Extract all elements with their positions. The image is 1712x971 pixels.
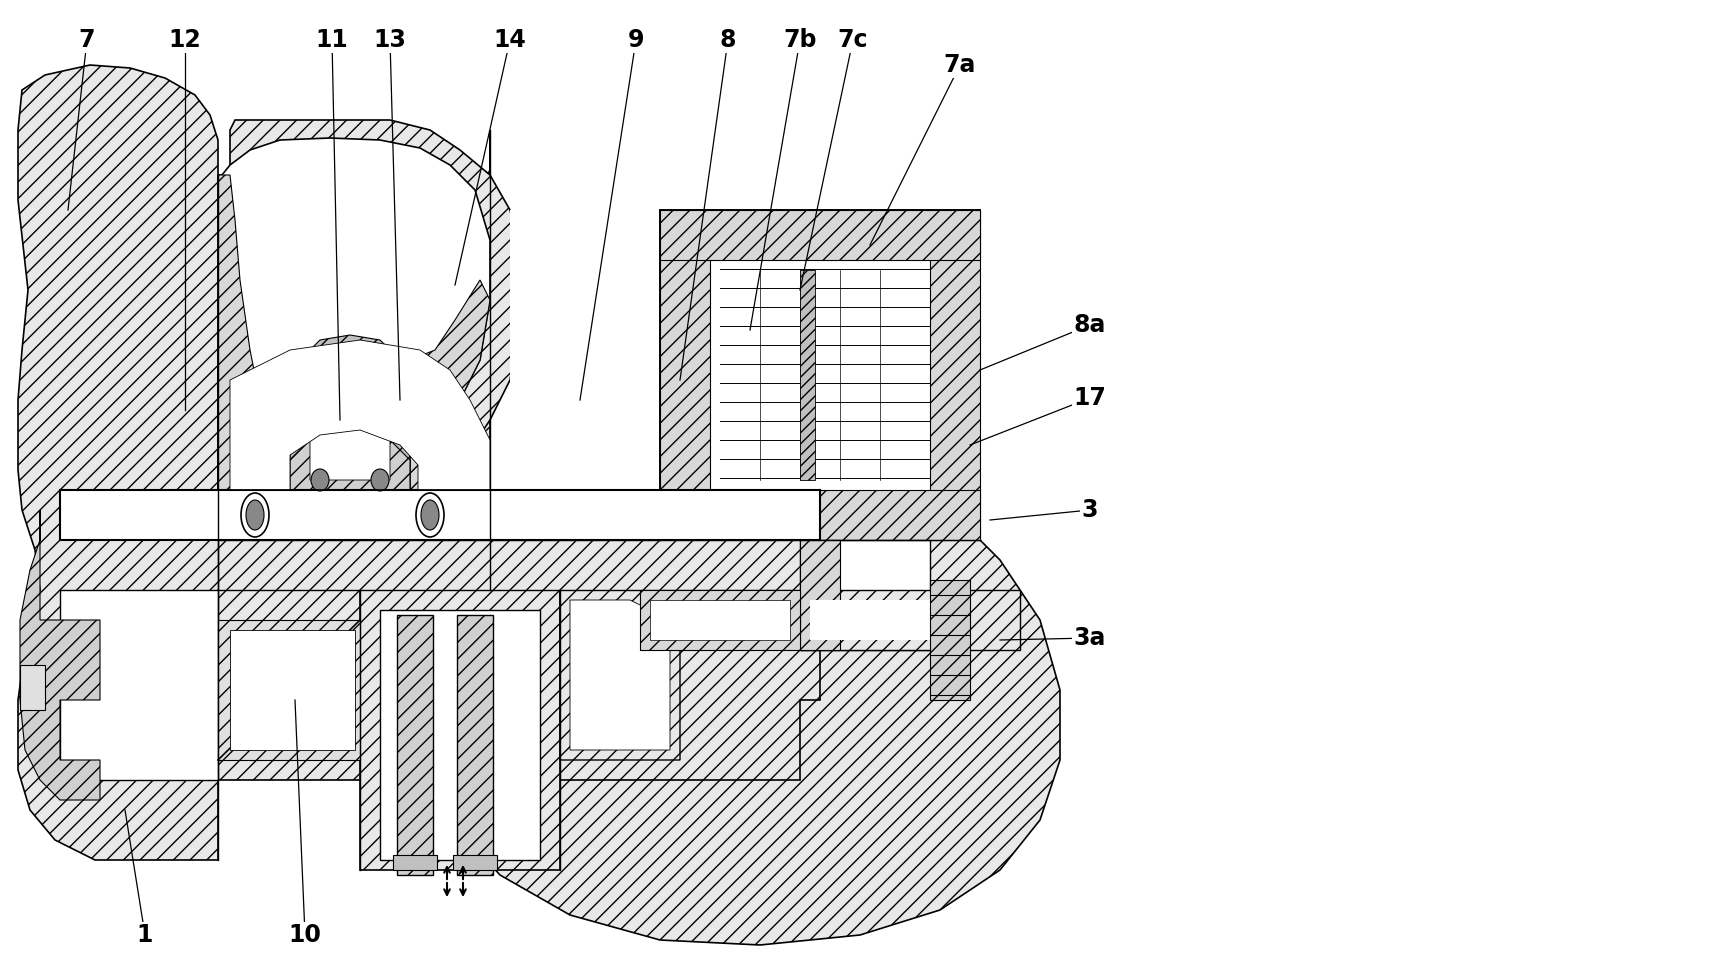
Polygon shape (21, 510, 99, 800)
Polygon shape (217, 500, 800, 590)
Text: 14: 14 (493, 28, 526, 52)
Polygon shape (60, 490, 820, 540)
Polygon shape (721, 265, 924, 480)
Polygon shape (409, 280, 490, 490)
Polygon shape (454, 855, 496, 870)
Text: 8a: 8a (1073, 313, 1106, 337)
Text: 10: 10 (289, 923, 322, 947)
Polygon shape (560, 590, 680, 760)
Polygon shape (570, 600, 669, 750)
Polygon shape (217, 620, 490, 760)
Polygon shape (800, 540, 930, 650)
Polygon shape (360, 590, 560, 870)
Polygon shape (800, 540, 841, 650)
Text: 9: 9 (628, 28, 644, 52)
Text: 17: 17 (1073, 386, 1106, 410)
Text: 12: 12 (168, 28, 202, 52)
Polygon shape (661, 210, 710, 540)
Text: 13: 13 (373, 28, 406, 52)
Polygon shape (800, 270, 815, 480)
Polygon shape (930, 580, 971, 700)
Polygon shape (651, 600, 789, 640)
Polygon shape (229, 340, 490, 490)
Polygon shape (397, 615, 433, 875)
Text: 1: 1 (137, 923, 152, 947)
Ellipse shape (416, 493, 443, 537)
Polygon shape (419, 130, 1060, 945)
Polygon shape (217, 620, 360, 760)
Polygon shape (217, 370, 490, 540)
Text: 7a: 7a (943, 53, 976, 77)
Polygon shape (810, 600, 930, 640)
Ellipse shape (312, 469, 329, 491)
Polygon shape (661, 210, 979, 540)
Text: 7c: 7c (837, 28, 868, 52)
Ellipse shape (247, 500, 264, 530)
Polygon shape (661, 210, 979, 260)
Polygon shape (510, 210, 651, 490)
Text: 3: 3 (1082, 498, 1099, 522)
Polygon shape (217, 138, 490, 490)
Text: 8: 8 (719, 28, 736, 52)
Polygon shape (800, 590, 1020, 650)
Polygon shape (457, 615, 493, 875)
Polygon shape (229, 630, 354, 750)
Polygon shape (394, 855, 437, 870)
Polygon shape (19, 65, 520, 860)
Polygon shape (380, 610, 539, 860)
Ellipse shape (372, 469, 389, 491)
Polygon shape (289, 335, 409, 490)
Polygon shape (217, 490, 490, 540)
Ellipse shape (421, 500, 438, 530)
Polygon shape (217, 175, 260, 490)
Text: 3a: 3a (1073, 626, 1106, 650)
Polygon shape (640, 590, 800, 650)
Text: 11: 11 (315, 28, 348, 52)
Text: 7: 7 (79, 28, 96, 52)
Polygon shape (930, 210, 979, 540)
Text: 7b: 7b (784, 28, 817, 52)
Polygon shape (217, 590, 820, 780)
Ellipse shape (241, 493, 269, 537)
Polygon shape (310, 357, 390, 480)
Polygon shape (60, 590, 217, 780)
Polygon shape (21, 665, 45, 710)
Polygon shape (661, 490, 979, 540)
